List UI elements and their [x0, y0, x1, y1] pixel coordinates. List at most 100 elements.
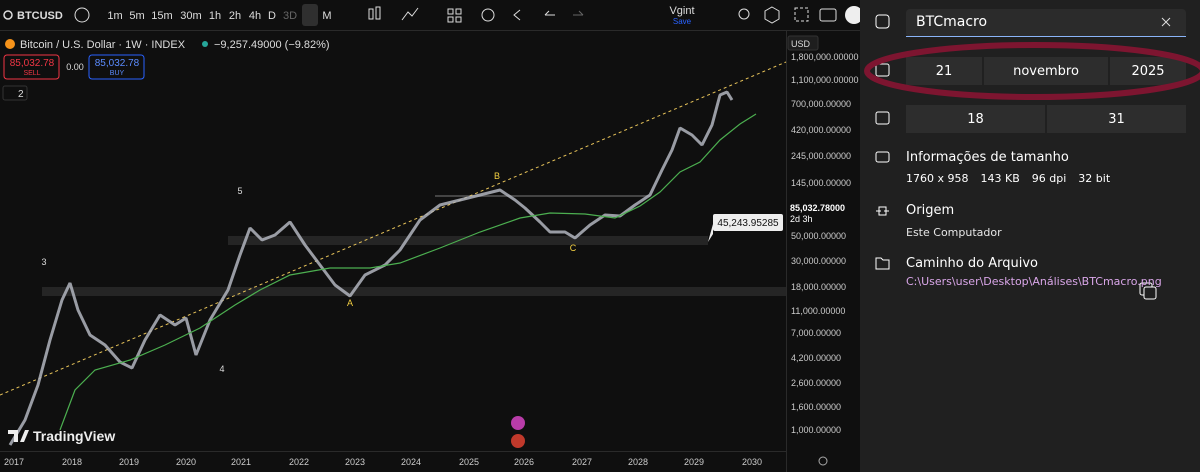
- layout-icon[interactable]: [447, 8, 454, 15]
- timeframe[interactable]: 5m: [129, 10, 144, 22]
- symbol[interactable]: BTCUSD: [17, 10, 63, 22]
- layout-icon[interactable]: [455, 16, 462, 23]
- layout-icon[interactable]: [455, 8, 462, 15]
- size-item: 96 dpi: [1031, 172, 1067, 185]
- event-icon[interactable]: [511, 416, 525, 430]
- active-timeframe-bg: [302, 4, 318, 26]
- brand-logo: [8, 430, 29, 442]
- wave-label: B: [494, 171, 500, 181]
- axis-settings[interactable]: [818, 456, 828, 466]
- save-title[interactable]: Vgint: [669, 5, 694, 17]
- settings-icon[interactable]: [764, 6, 780, 24]
- wave-label: 5: [237, 186, 242, 196]
- timeframe[interactable]: 1m: [107, 10, 122, 22]
- btc-logo: [5, 39, 15, 49]
- timeframe[interactable]: M: [322, 10, 331, 22]
- trend-line: [0, 61, 787, 396]
- indicators-icon[interactable]: [401, 7, 419, 21]
- search-icon[interactable]: [3, 10, 13, 20]
- sell-price[interactable]: 85,032.78: [10, 58, 55, 69]
- price-label: 700,000.00000: [791, 99, 851, 109]
- search-icon[interactable]: [738, 8, 750, 20]
- size-item: 32 bit: [1078, 172, 1111, 185]
- price-label: 1,000.00000: [791, 425, 841, 435]
- indicators-toggle[interactable]: [2, 85, 28, 101]
- clear-button[interactable]: [1161, 17, 1171, 27]
- sell-button[interactable]: [3, 54, 60, 80]
- legend-change: −9,257.49000 (−9.82%): [214, 39, 330, 51]
- fullscreen-icon[interactable]: [794, 7, 809, 22]
- hour[interactable]: 18: [906, 105, 1045, 133]
- support-zone: [228, 236, 708, 245]
- timeframe[interactable]: 30m: [180, 10, 201, 22]
- wave-label: A: [347, 298, 353, 308]
- time-label: 2023: [345, 457, 365, 467]
- price-label: 4,200.00000: [791, 353, 841, 363]
- time-label: 2029: [684, 457, 704, 467]
- name-value[interactable]: BTCmacro: [916, 14, 988, 30]
- chart-area: BTCUSD 1m5m15m30m1h2h4hD3DWM Vgint Save …: [0, 4, 860, 472]
- timeframe[interactable]: 15m: [151, 10, 172, 22]
- buy-button[interactable]: [88, 54, 145, 80]
- sell-label[interactable]: SELL: [23, 70, 40, 77]
- time-label: 2018: [62, 457, 82, 467]
- toolbar-icons: [368, 6, 837, 24]
- path-value[interactable]: C:\Users\user\Desktop\Análises\BTCmacro.…: [906, 275, 1162, 288]
- time-label: 2020: [176, 457, 196, 467]
- buy-label[interactable]: BUY: [110, 70, 125, 77]
- timeframe[interactable]: D: [268, 10, 276, 22]
- price-label: 7,000.00000: [791, 328, 841, 338]
- timeframe[interactable]: 1h: [209, 10, 221, 22]
- last-price: 85,032.78000: [790, 203, 845, 213]
- candle-icon[interactable]: [368, 8, 374, 20]
- undo-icon[interactable]: [544, 10, 555, 16]
- price-label: 18,000.00000: [791, 282, 846, 292]
- day[interactable]: 21: [906, 57, 982, 85]
- size-icon: [875, 151, 890, 163]
- currency[interactable]: USD: [791, 39, 811, 49]
- month[interactable]: novembro: [984, 57, 1108, 85]
- calendar-icon: [875, 63, 890, 77]
- candle-icon[interactable]: [375, 6, 381, 20]
- copy-icon[interactable]: [1143, 286, 1157, 300]
- minute[interactable]: 31: [1047, 105, 1186, 133]
- size-items: 1760 x 958 143 KB 96 dpi 32 bit: [906, 172, 1110, 185]
- currency-box[interactable]: [787, 35, 819, 51]
- origin-value: Este Computador: [906, 226, 1002, 239]
- timeframe[interactable]: 3D: [283, 10, 297, 22]
- date-row: 21 novembro 2025: [906, 57, 1186, 85]
- market-status: [202, 41, 208, 47]
- time-label: 2019: [119, 457, 139, 467]
- price-label: 1,100,000.00000: [791, 75, 859, 85]
- profile-button[interactable]: [845, 6, 860, 24]
- support-zone: [42, 287, 786, 296]
- replay-icon[interactable]: [513, 9, 521, 21]
- properties-panel: BTCmacro 21 novembro 2025 18 31 Informaç…: [860, 0, 1200, 472]
- redo-icon[interactable]: [573, 10, 584, 16]
- clock-icon: [875, 111, 890, 125]
- time-label: 2030: [742, 457, 762, 467]
- spread: 0.00: [66, 62, 84, 72]
- indicators-count[interactable]: 2: [18, 89, 24, 100]
- measure-box: [713, 214, 783, 231]
- year[interactable]: 2025: [1110, 57, 1186, 85]
- buy-price[interactable]: 85,032.78: [95, 58, 140, 69]
- price-label: 420,000.00000: [791, 125, 851, 135]
- panel-icons: [875, 9, 1186, 300]
- alert-icon[interactable]: [481, 8, 495, 22]
- price-label: 245,000.00000: [791, 151, 851, 161]
- price-label: 2,600.00000: [791, 378, 841, 388]
- wave-label: 4: [219, 364, 224, 374]
- size-item: 1760 x 958: [906, 172, 969, 185]
- name-field[interactable]: [906, 9, 1186, 37]
- image-icon: [875, 14, 890, 29]
- time-label: 2026: [514, 457, 534, 467]
- event-icon[interactable]: [511, 434, 525, 448]
- screenshot-icon[interactable]: [819, 8, 837, 22]
- save-sub[interactable]: Save: [673, 17, 692, 26]
- timeframe[interactable]: 4h: [249, 10, 261, 22]
- layout-icon[interactable]: [447, 16, 454, 23]
- add-symbol[interactable]: [74, 7, 90, 23]
- timeframe[interactable]: 2h: [229, 10, 241, 22]
